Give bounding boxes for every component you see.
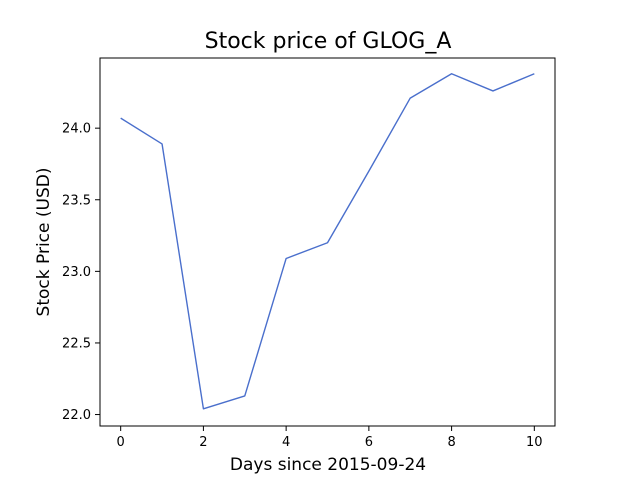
chart-title: Stock price of GLOG_A	[205, 29, 452, 54]
x-tick-label: 0	[117, 435, 125, 450]
series-line	[120, 73, 535, 410]
plot-area-frame	[99, 57, 556, 427]
y-axis-label: Stock Price (USD)	[34, 168, 54, 317]
y-tick-label: 24.0	[62, 122, 91, 137]
y-tick-label: 23.0	[62, 265, 91, 280]
y-tick-label: 22.5	[62, 336, 91, 351]
x-tick-label: 8	[447, 435, 455, 450]
y-axis-ticks: 22.0 22.5 23.0 23.5 24.0	[62, 122, 100, 423]
x-tick-label: 2	[199, 435, 207, 450]
y-tick-label: 23.5	[62, 193, 91, 208]
x-axis-label: Days since 2015-09-24	[230, 455, 426, 475]
x-tick-label: 6	[365, 435, 373, 450]
x-tick-label: 4	[282, 435, 290, 450]
x-tick-label: 10	[526, 435, 543, 450]
series-group	[120, 73, 535, 410]
x-axis-ticks: 0 2 4 6 8 10	[117, 426, 543, 450]
y-tick-label: 22.0	[62, 408, 91, 423]
